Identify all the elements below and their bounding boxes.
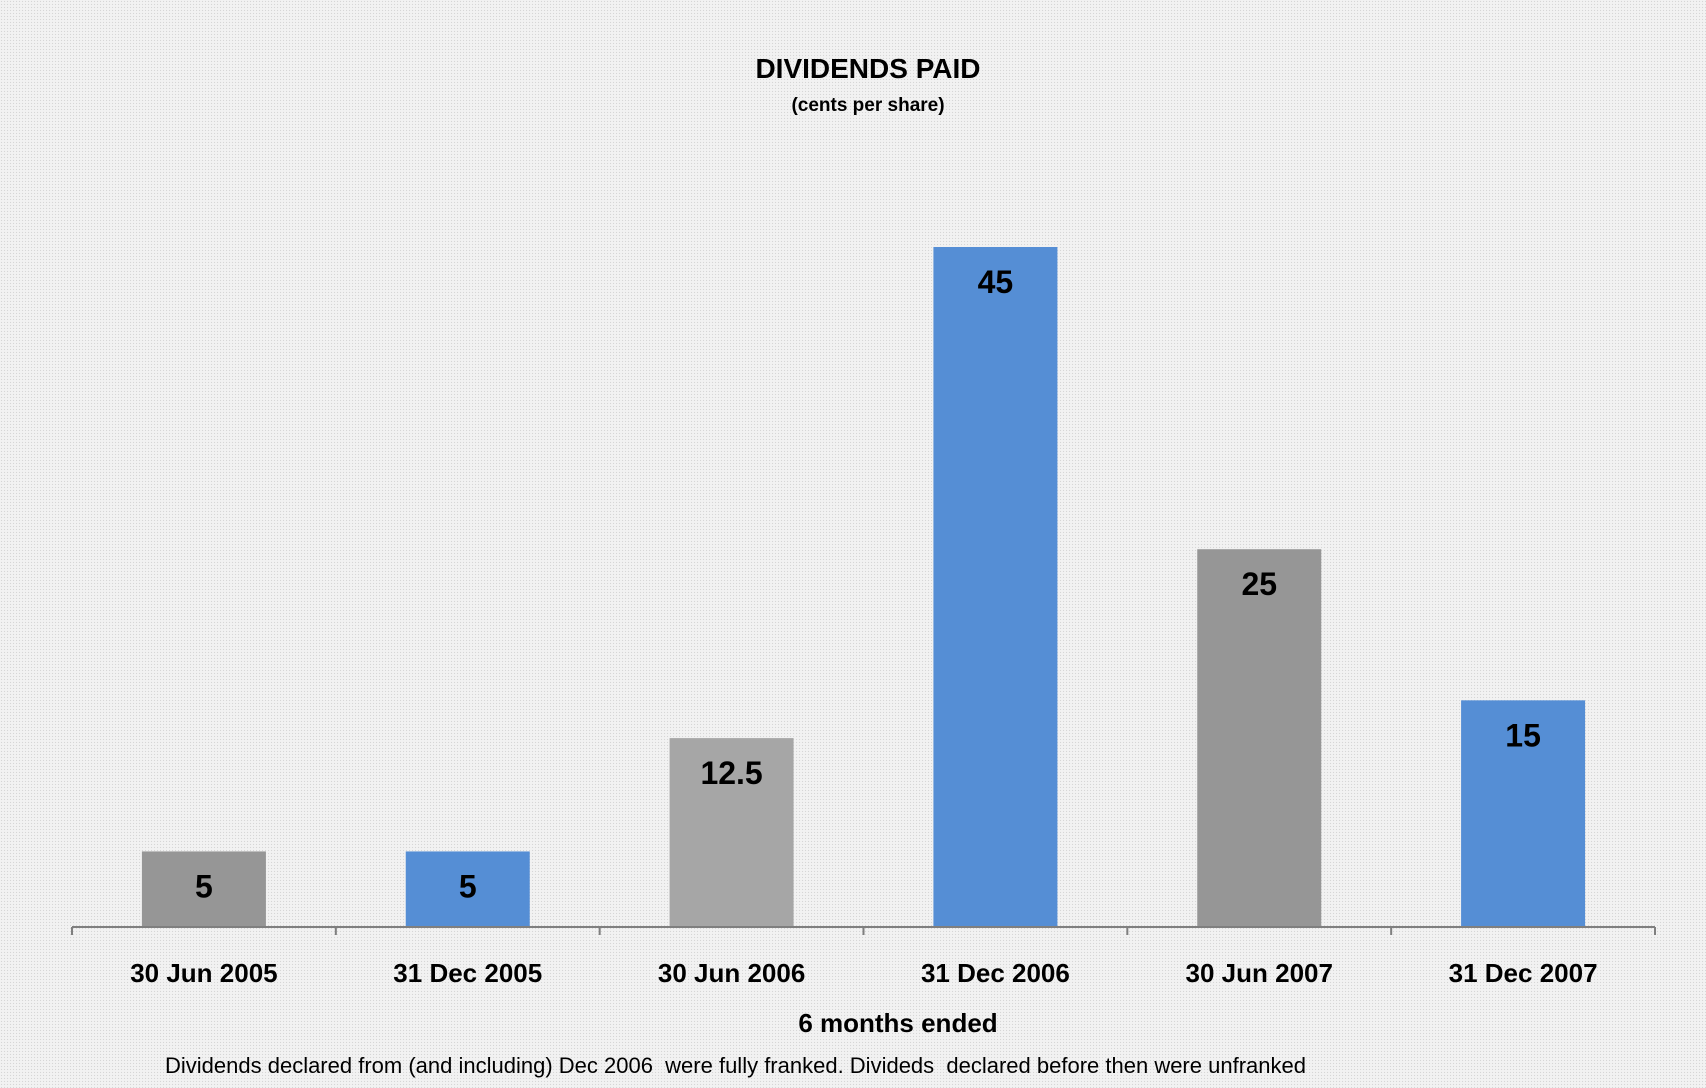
x-tick-label: 31 Dec 2007 xyxy=(1449,958,1598,988)
bar-4 xyxy=(1197,549,1322,927)
bar-1 xyxy=(405,851,530,927)
bar-5 xyxy=(1461,700,1586,927)
footnote: Dividends declared from (and including) … xyxy=(165,1053,1306,1078)
x-tick-label: 30 Jun 2005 xyxy=(130,958,277,988)
bar-value-label: 5 xyxy=(459,868,477,904)
bar-0 xyxy=(141,851,266,927)
chart-subtitle: (cents per share) xyxy=(791,95,944,116)
bar-value-label: 25 xyxy=(1241,566,1277,602)
bar-value-label: 12.5 xyxy=(700,755,762,791)
bar-value-label: 15 xyxy=(1505,717,1541,753)
bar-labels-group: 5 5 12.5 45 25 15 xyxy=(195,264,1541,904)
x-axis-title: 6 months ended xyxy=(798,1008,997,1038)
x-tick-label: 30 Jun 2007 xyxy=(1186,958,1333,988)
bars-group xyxy=(141,247,1586,927)
bar-value-label: 5 xyxy=(195,868,213,904)
x-tick-label: 30 Jun 2006 xyxy=(658,958,805,988)
chart-title: DIVIDENDS PAID xyxy=(755,53,980,84)
x-tick-label: 31 Dec 2006 xyxy=(921,958,1070,988)
bar-value-label: 45 xyxy=(978,264,1014,300)
x-axis-tick-labels: 30 Jun 2005 31 Dec 2005 30 Jun 2006 31 Dec … xyxy=(130,958,1597,988)
bar-2 xyxy=(669,738,794,927)
x-axis-ticks xyxy=(71,927,1656,935)
bar-3 xyxy=(933,247,1058,927)
x-tick-label: 31 Dec 2005 xyxy=(393,958,542,988)
